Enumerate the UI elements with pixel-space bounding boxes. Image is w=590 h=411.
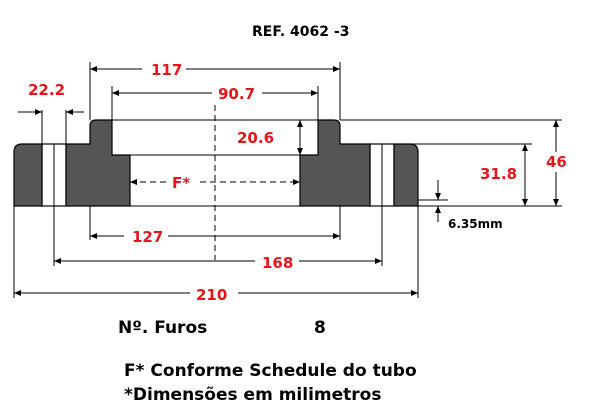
dim-f-label: F* — [172, 174, 190, 192]
dim-31-8-label: 31.8 — [480, 165, 517, 183]
holes-label: Nº. Furos — [118, 318, 207, 338]
dim-46-label: 46 — [546, 153, 567, 171]
right-hub-section — [299, 119, 371, 207]
dim-117: 117 — [89, 60, 341, 120]
note-units: *Dimensões em milimetros — [124, 385, 381, 405]
dim-20-6: 20.6 — [237, 120, 303, 155]
dim-117-label: 117 — [151, 61, 182, 79]
left-hub-section — [65, 119, 131, 207]
left-outer-rim — [13, 143, 43, 207]
dim-90-7-label: 90.7 — [218, 85, 255, 103]
dim-210-label: 210 — [196, 286, 227, 304]
dim-20-6-label: 20.6 — [237, 129, 274, 147]
dim-6-35: 6.35mm — [418, 180, 503, 231]
dim-90-7: 90.7 — [111, 84, 319, 120]
dim-f: F* — [130, 172, 300, 192]
dim-22-2-label: 22.2 — [28, 81, 65, 99]
flange-section — [13, 119, 419, 207]
dim-210: 210 — [13, 206, 419, 304]
dim-168-label: 168 — [262, 254, 293, 272]
dim-127-label: 127 — [132, 228, 163, 246]
dim-168: 168 — [53, 144, 383, 272]
dim-127: 127 — [89, 206, 341, 246]
right-outer-rim — [393, 143, 419, 207]
dim-22-2: 22.2 — [18, 81, 84, 144]
holes-value: 8 — [314, 318, 326, 338]
dim-46: 46 — [340, 119, 571, 207]
dim-6-35-label: 6.35mm — [448, 217, 503, 231]
note-schedule: F* Conforme Schedule do tubo — [124, 361, 417, 381]
dim-31-8: 31.8 — [340, 143, 532, 207]
drawing-title: REF. 4062 -3 — [252, 24, 349, 40]
